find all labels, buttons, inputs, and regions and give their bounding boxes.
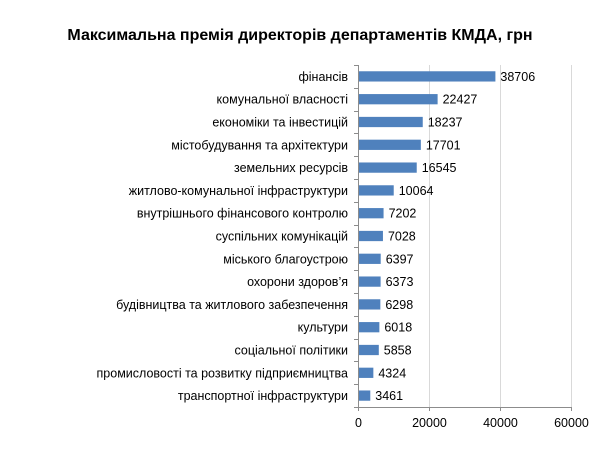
category-label-1: комунальної власності — [217, 93, 348, 107]
value-label-5: 10064 — [399, 184, 434, 198]
bar-2 — [359, 116, 423, 128]
x-tick-label-3: 60000 — [554, 416, 589, 430]
category-label-14: транспортної інфраструктури — [178, 389, 348, 403]
value-label-0: 38706 — [500, 70, 535, 84]
category-label-13: промисловості та розвитку підприємництва — [97, 366, 349, 380]
category-label-12: соціальної політики — [234, 344, 348, 358]
bar-11 — [359, 322, 380, 333]
category-label-9: охорони здоров’я — [247, 275, 348, 289]
bar-8 — [359, 253, 381, 264]
category-label-5: житлово-комунальної інфраструктури — [129, 184, 348, 198]
bar-1 — [359, 94, 438, 105]
value-label-7: 7028 — [388, 230, 416, 244]
value-label-13: 4324 — [378, 366, 406, 380]
value-label-9: 6373 — [386, 275, 414, 289]
value-label-1: 22427 — [443, 93, 478, 107]
value-label-6: 7202 — [389, 207, 417, 221]
value-label-12: 5858 — [384, 344, 412, 358]
bar-14 — [359, 390, 371, 401]
value-label-2: 18237 — [428, 116, 463, 130]
value-label-4: 16545 — [422, 161, 457, 175]
bar-4 — [359, 162, 417, 173]
category-label-8: міського благоустрою — [223, 252, 348, 266]
category-label-10: будівництва та житлового забезпечення — [116, 298, 348, 312]
bar-6 — [359, 208, 384, 219]
bar-0 — [359, 71, 496, 82]
category-label-0: фінансів — [299, 70, 349, 84]
bar-13 — [359, 367, 374, 378]
value-label-10: 6298 — [385, 298, 413, 312]
x-tick-label-0: 0 — [355, 416, 362, 430]
x-tick-label-2: 40000 — [483, 416, 518, 430]
category-label-3: містобудування та архітектури — [171, 138, 348, 152]
value-label-8: 6397 — [386, 252, 414, 266]
chart-title: Максимальна премія директорів департамен… — [67, 27, 533, 44]
x-tick-label-1: 20000 — [412, 416, 447, 430]
bar-10 — [359, 299, 381, 310]
bar-12 — [359, 344, 379, 356]
value-label-11: 6018 — [384, 321, 412, 335]
bar-3 — [359, 139, 421, 150]
value-label-3: 17701 — [426, 138, 461, 152]
category-label-7: суспільних комунікацій — [216, 230, 348, 244]
category-label-2: економіки та інвестицій — [212, 116, 348, 130]
value-label-14: 3461 — [375, 389, 403, 403]
category-label-4: земельних ресурсів — [234, 161, 348, 175]
bar-5 — [359, 185, 394, 196]
category-label-11: культури — [298, 321, 348, 335]
category-label-6: внутрішнього фінансового контролю — [137, 207, 348, 221]
bar-9 — [359, 276, 381, 287]
bar-7 — [359, 230, 383, 242]
